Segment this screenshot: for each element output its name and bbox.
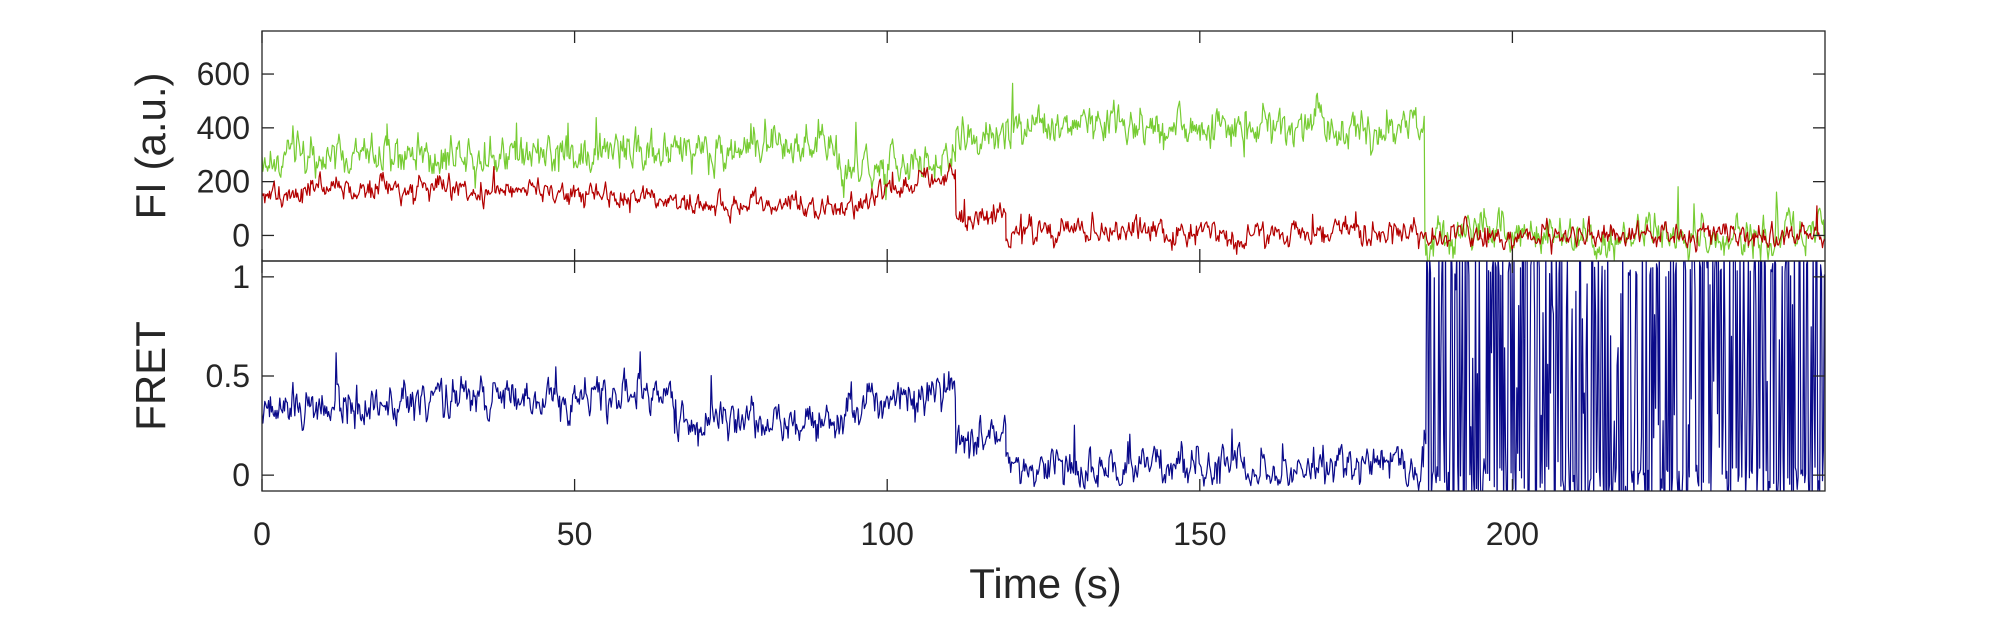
x-tick-label: 200 bbox=[1486, 516, 1539, 552]
fluorescence-series-1-line bbox=[262, 82, 1825, 261]
fluorescence-y-tick-label: 200 bbox=[197, 164, 250, 200]
fluorescence-panel: 0 200 400 600 bbox=[197, 30, 1826, 262]
fluorescence-y-tick-label: 0 bbox=[232, 217, 250, 253]
fluorescence-series-2-line bbox=[262, 162, 1825, 255]
fret-y-axis-label: FRET bbox=[127, 321, 174, 431]
x-tick-label: 0 bbox=[253, 516, 271, 552]
fluorescence-traces bbox=[262, 82, 1825, 261]
fluorescence-y-tick-label: 600 bbox=[197, 56, 250, 92]
fret-series-1-line bbox=[262, 261, 1825, 491]
x-tick-label: 100 bbox=[861, 516, 914, 552]
x-tick-label: 150 bbox=[1173, 516, 1226, 552]
fret-y-tick-label: 0 bbox=[232, 457, 250, 493]
x-tick-label: 50 bbox=[557, 516, 593, 552]
fret-panel: 00.51 bbox=[206, 259, 1826, 493]
fret-traces bbox=[262, 261, 1825, 491]
x-axis: 0 50 100 150 200 bbox=[253, 516, 1539, 552]
fluorescence-y-axis-label: FI (a.u.) bbox=[127, 72, 174, 219]
fluorescence-y-tick-label: 400 bbox=[197, 110, 250, 146]
fret-y-tick-label: 0.5 bbox=[206, 358, 250, 394]
fret-y-tick-label: 1 bbox=[232, 259, 250, 295]
x-axis-label: Time (s) bbox=[969, 560, 1121, 607]
